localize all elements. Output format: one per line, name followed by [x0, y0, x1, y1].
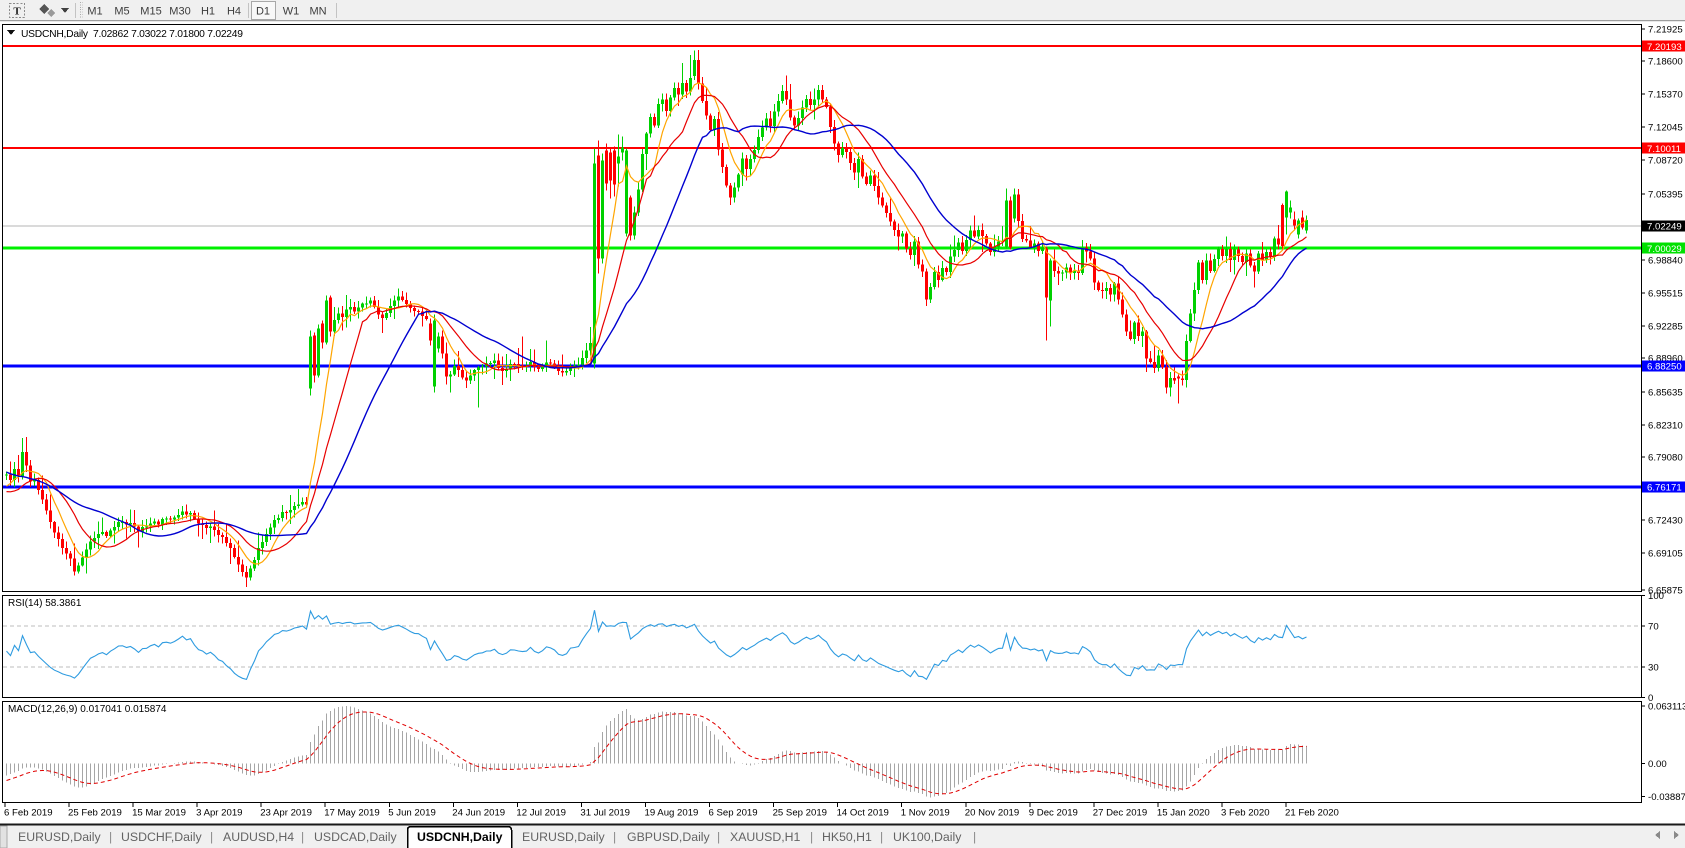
svg-text:6.85635: 6.85635 [1648, 388, 1683, 399]
svg-text:25 Feb 2019: 25 Feb 2019 [68, 808, 122, 819]
svg-text:EURUSD,Daily: EURUSD,Daily [522, 830, 606, 844]
svg-text:70: 70 [1648, 622, 1659, 633]
svg-text:30: 30 [1648, 663, 1659, 674]
svg-text:6.65875: 6.65875 [1648, 586, 1683, 597]
svg-text:31 Jul 2019: 31 Jul 2019 [580, 808, 630, 819]
svg-text:7.08720: 7.08720 [1648, 156, 1683, 167]
svg-text:3 Feb 2020: 3 Feb 2020 [1221, 808, 1270, 819]
svg-text:6 Sep 2019: 6 Sep 2019 [709, 808, 758, 819]
svg-text:RSI(14) 58.3861: RSI(14) 58.3861 [8, 598, 82, 609]
svg-text:6.98840: 6.98840 [1648, 256, 1683, 267]
svg-text:25 Sep 2019: 25 Sep 2019 [773, 808, 827, 819]
svg-text:MACD(12,26,9) 0.017041 0.01587: MACD(12,26,9) 0.017041 0.015874 [8, 704, 167, 715]
svg-text:7.12045: 7.12045 [1648, 123, 1683, 134]
svg-text:6.76171: 6.76171 [1647, 483, 1682, 494]
svg-text:GBPUSD,Daily: GBPUSD,Daily [627, 830, 711, 844]
svg-text:15 Jan 2020: 15 Jan 2020 [1157, 808, 1210, 819]
svg-text:6.69105: 6.69105 [1648, 549, 1683, 560]
svg-text:19 Aug 2019: 19 Aug 2019 [645, 808, 699, 819]
svg-text:21 Feb 2020: 21 Feb 2020 [1285, 808, 1339, 819]
svg-text:USDCAD,Daily: USDCAD,Daily [314, 830, 398, 844]
svg-text:H4: H4 [227, 6, 241, 18]
svg-text:T: T [13, 6, 21, 18]
svg-text:0.063113: 0.063113 [1648, 702, 1685, 713]
svg-text:7.02249: 7.02249 [1647, 222, 1682, 233]
svg-text:9 Dec 2019: 9 Dec 2019 [1029, 808, 1078, 819]
svg-text:0.00: 0.00 [1648, 759, 1667, 770]
svg-text:H1: H1 [201, 6, 215, 18]
svg-text:|: | [109, 830, 112, 844]
svg-text:UK100,Daily: UK100,Daily [893, 830, 962, 844]
svg-text:USDCNH,Daily: USDCNH,Daily [417, 830, 503, 844]
svg-text:MN: MN [309, 6, 326, 18]
svg-text:100: 100 [1648, 591, 1664, 602]
svg-text:3 Apr 2019: 3 Apr 2019 [196, 808, 242, 819]
svg-text:|: | [301, 830, 304, 844]
svg-text:27 Dec 2019: 27 Dec 2019 [1093, 808, 1147, 819]
svg-text:12 Jul 2019: 12 Jul 2019 [516, 808, 566, 819]
svg-text:-0.038872: -0.038872 [1648, 792, 1685, 803]
svg-text:M15: M15 [140, 6, 161, 18]
svg-text:USDCHF,Daily: USDCHF,Daily [121, 830, 202, 844]
svg-text:23 Apr 2019: 23 Apr 2019 [260, 808, 312, 819]
svg-text:15 Mar 2019: 15 Mar 2019 [132, 808, 186, 819]
svg-text:7.18600: 7.18600 [1648, 57, 1683, 68]
svg-text:M1: M1 [87, 6, 102, 18]
svg-text:7.05395: 7.05395 [1648, 190, 1683, 201]
svg-text:7.20193: 7.20193 [1647, 42, 1682, 53]
svg-text:|: | [973, 830, 976, 844]
svg-text:6.95515: 6.95515 [1648, 289, 1683, 300]
svg-text:6.92285: 6.92285 [1648, 322, 1683, 333]
svg-text:20 Nov 2019: 20 Nov 2019 [965, 808, 1019, 819]
svg-text:0: 0 [1648, 693, 1653, 704]
svg-text:M5: M5 [114, 6, 129, 18]
svg-text:6.88960: 6.88960 [1648, 354, 1683, 365]
svg-text:AUDUSD,H4: AUDUSD,H4 [223, 830, 294, 844]
svg-text:7.00029: 7.00029 [1647, 244, 1682, 255]
svg-text:|: | [880, 830, 883, 844]
svg-text:1 Nov 2019: 1 Nov 2019 [901, 808, 950, 819]
svg-text:14 Oct 2019: 14 Oct 2019 [837, 808, 889, 819]
svg-text:HK50,H1: HK50,H1 [822, 830, 872, 844]
svg-text:|: | [210, 830, 213, 844]
svg-text:EURUSD,Daily: EURUSD,Daily [18, 830, 102, 844]
svg-text:XAUUSD,H1: XAUUSD,H1 [730, 830, 801, 844]
svg-text:|: | [810, 830, 813, 844]
svg-text:6.79080: 6.79080 [1648, 453, 1683, 464]
svg-text:|: | [613, 830, 616, 844]
svg-text:W1: W1 [283, 6, 300, 18]
svg-text:7.15370: 7.15370 [1648, 90, 1683, 101]
svg-text:7.10011: 7.10011 [1647, 144, 1681, 155]
svg-text:5 Jun 2019: 5 Jun 2019 [388, 808, 435, 819]
svg-text:6.72430: 6.72430 [1648, 516, 1683, 527]
svg-text:USDCNH,Daily 7.02862 7.03022: USDCNH,Daily 7.02862 7.03022 7.01800 7.0… [21, 29, 243, 40]
svg-text:|: | [717, 830, 720, 844]
svg-text:D1: D1 [256, 6, 270, 18]
svg-text:17 May 2019: 17 May 2019 [324, 808, 379, 819]
svg-text:6.88250: 6.88250 [1647, 362, 1682, 373]
svg-text:24 Jun 2019: 24 Jun 2019 [452, 808, 505, 819]
svg-text:6 Feb 2019: 6 Feb 2019 [4, 808, 53, 819]
svg-text:6.82310: 6.82310 [1648, 421, 1683, 432]
svg-text:M30: M30 [169, 6, 190, 18]
svg-text:7.21925: 7.21925 [1648, 25, 1683, 36]
